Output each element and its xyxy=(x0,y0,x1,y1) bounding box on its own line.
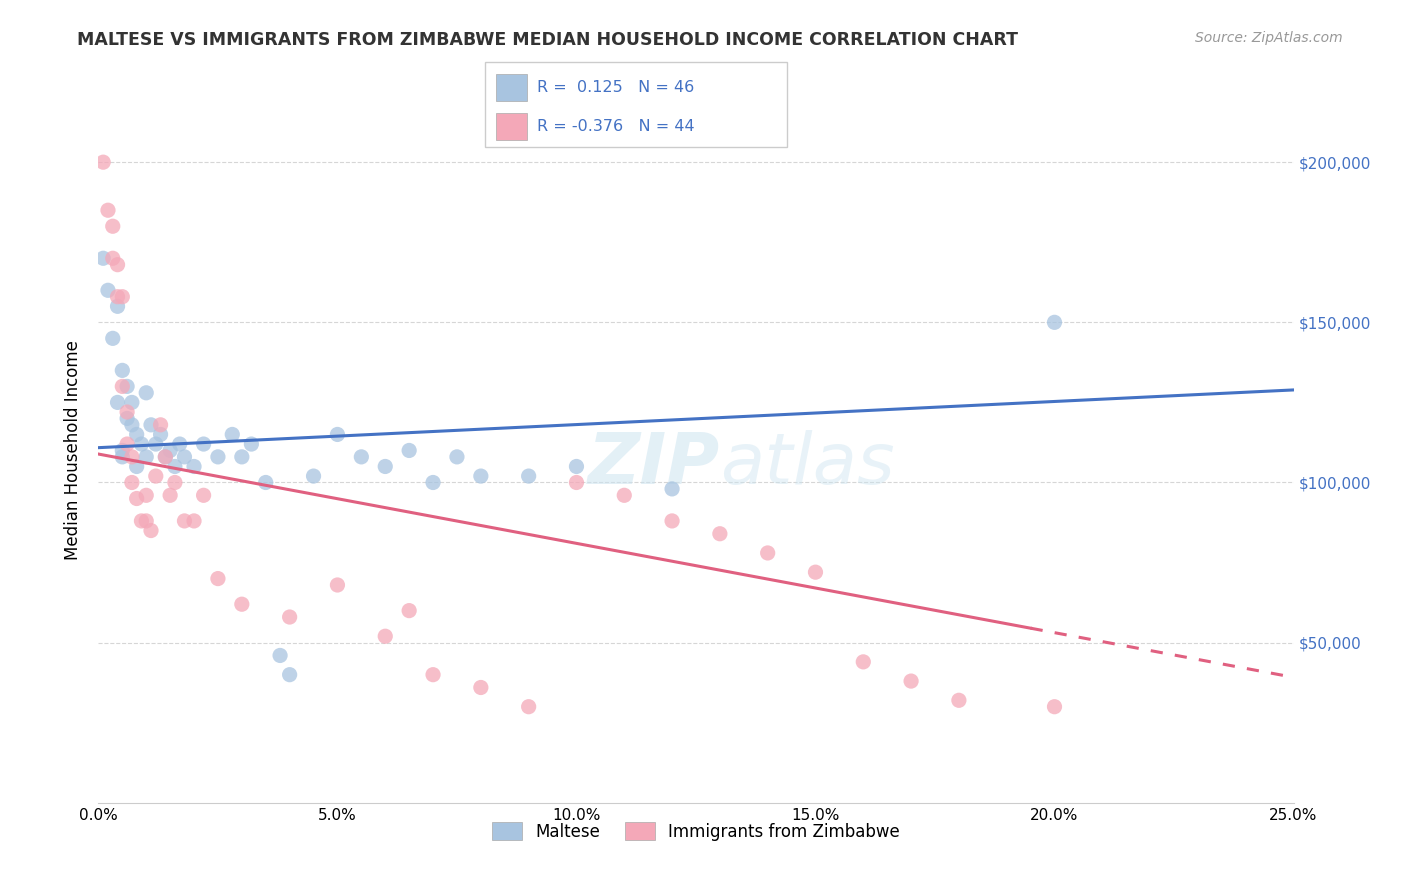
Point xyxy=(163,459,186,474)
Text: ZIP: ZIP xyxy=(588,430,720,499)
Point xyxy=(145,437,167,451)
Point xyxy=(326,578,349,592)
Point xyxy=(422,667,444,681)
Point xyxy=(155,450,177,464)
Point xyxy=(231,597,253,611)
Point xyxy=(517,469,540,483)
Point xyxy=(155,450,177,464)
Point xyxy=(446,450,468,464)
Point xyxy=(101,331,124,345)
Point xyxy=(111,450,134,464)
Point xyxy=(852,655,875,669)
Point xyxy=(278,667,301,681)
Point xyxy=(107,395,129,409)
Point xyxy=(125,491,148,506)
Point xyxy=(121,417,143,432)
Text: R =  0.125   N = 46: R = 0.125 N = 46 xyxy=(537,80,695,95)
Point xyxy=(804,565,827,579)
Point xyxy=(91,252,114,266)
Point xyxy=(121,395,143,409)
Point xyxy=(278,610,301,624)
Point xyxy=(145,469,167,483)
Point xyxy=(709,526,731,541)
Point xyxy=(254,475,277,490)
Point xyxy=(169,437,191,451)
Point xyxy=(374,459,396,474)
Point xyxy=(111,443,134,458)
Point xyxy=(900,674,922,689)
Point xyxy=(115,379,138,393)
Point xyxy=(135,450,157,464)
Point xyxy=(115,437,138,451)
Point xyxy=(107,258,129,272)
Point xyxy=(470,681,492,695)
Point xyxy=(163,475,186,490)
Point xyxy=(183,514,205,528)
Point xyxy=(149,417,172,432)
Point xyxy=(613,488,636,502)
Point xyxy=(173,450,195,464)
Point xyxy=(135,488,157,502)
Point xyxy=(374,629,396,643)
Point xyxy=(107,290,129,304)
Point xyxy=(125,427,148,442)
Point xyxy=(159,488,181,502)
Point xyxy=(207,572,229,586)
Text: R = -0.376   N = 44: R = -0.376 N = 44 xyxy=(537,120,695,135)
Point xyxy=(207,450,229,464)
Point xyxy=(131,437,153,451)
Point xyxy=(111,290,134,304)
Point xyxy=(350,450,373,464)
Point xyxy=(159,443,181,458)
Point xyxy=(1043,315,1066,329)
Point xyxy=(326,427,349,442)
Point xyxy=(661,482,683,496)
Point xyxy=(149,427,172,442)
Point xyxy=(111,363,134,377)
Point xyxy=(121,475,143,490)
Point xyxy=(111,379,134,393)
Point xyxy=(115,405,138,419)
Point xyxy=(107,299,129,313)
Text: Source: ZipAtlas.com: Source: ZipAtlas.com xyxy=(1195,31,1343,45)
Point xyxy=(193,488,215,502)
Point xyxy=(101,219,124,234)
Point xyxy=(91,155,114,169)
Point xyxy=(517,699,540,714)
Point xyxy=(398,443,420,458)
Point xyxy=(948,693,970,707)
Point xyxy=(565,459,588,474)
Point xyxy=(121,450,143,464)
Point xyxy=(193,437,215,451)
Point xyxy=(183,459,205,474)
Point xyxy=(302,469,325,483)
Point xyxy=(661,514,683,528)
Legend: Maltese, Immigrants from Zimbabwe: Maltese, Immigrants from Zimbabwe xyxy=(485,816,907,847)
Point xyxy=(470,469,492,483)
Point xyxy=(240,437,263,451)
Point xyxy=(231,450,253,464)
Point xyxy=(135,514,157,528)
Point xyxy=(1043,699,1066,714)
Point xyxy=(97,203,120,218)
Point xyxy=(131,514,153,528)
Point xyxy=(269,648,291,663)
Text: MALTESE VS IMMIGRANTS FROM ZIMBABWE MEDIAN HOUSEHOLD INCOME CORRELATION CHART: MALTESE VS IMMIGRANTS FROM ZIMBABWE MEDI… xyxy=(77,31,1018,49)
Point xyxy=(565,475,588,490)
Point xyxy=(97,283,120,297)
Point xyxy=(115,411,138,425)
Y-axis label: Median Household Income: Median Household Income xyxy=(65,341,83,560)
Point xyxy=(125,459,148,474)
Point xyxy=(139,524,162,538)
Point xyxy=(101,252,124,266)
Point xyxy=(135,385,157,400)
Point xyxy=(422,475,444,490)
Point xyxy=(173,514,195,528)
Point xyxy=(221,427,243,442)
Point xyxy=(756,546,779,560)
Text: atlas: atlas xyxy=(720,430,894,499)
Point xyxy=(139,417,162,432)
Point xyxy=(398,604,420,618)
